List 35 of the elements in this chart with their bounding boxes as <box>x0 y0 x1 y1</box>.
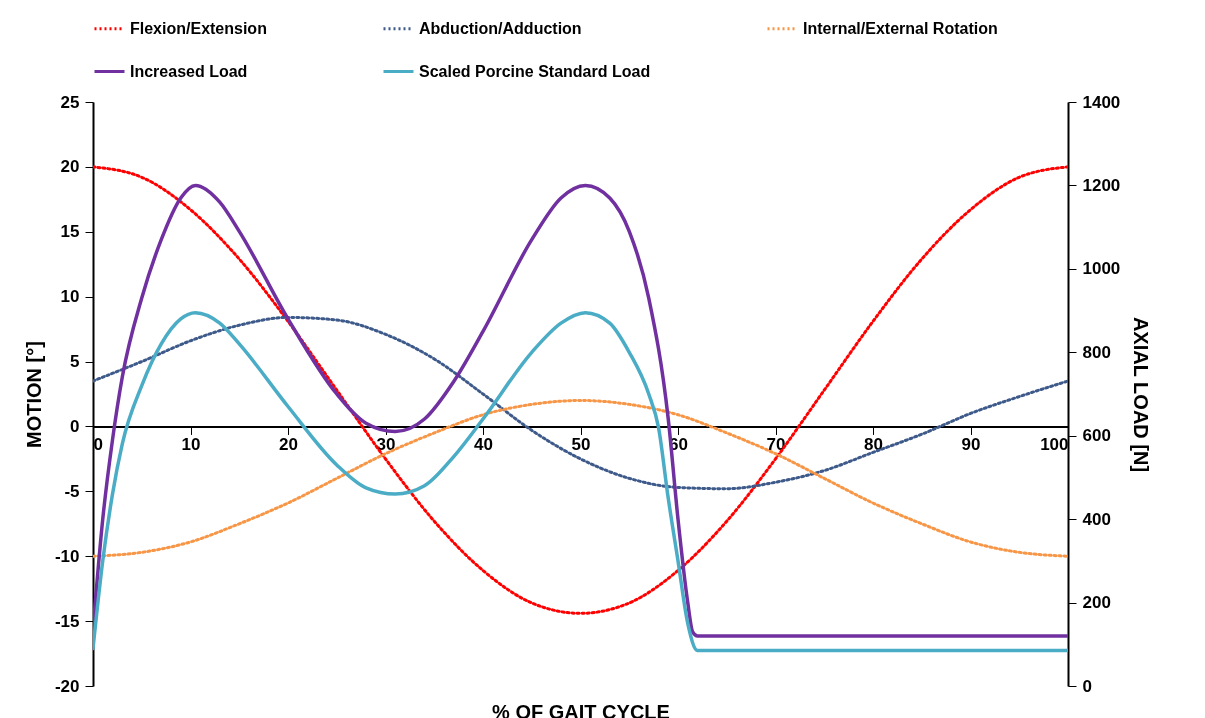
legend-label: Increased Load <box>130 62 248 80</box>
y-tick-label: -10 <box>54 546 80 566</box>
y-axis-title: MOTION [°] <box>22 341 45 448</box>
x-axis-title: % OF GAIT CYCLE <box>492 700 670 718</box>
x-tick-label: 20 <box>279 434 298 454</box>
y-tick-label: -15 <box>54 611 80 631</box>
x-tick-label: 90 <box>961 434 981 454</box>
legend-label: Scaled Porcine Standard Load <box>419 62 651 80</box>
x-tick-label: 50 <box>571 434 591 454</box>
x-tick-label: 10 <box>181 434 201 454</box>
y-tick-label: 5 <box>70 352 80 372</box>
y-tick-label: 20 <box>60 157 80 177</box>
y-tick-label: -5 <box>64 481 80 501</box>
y2-tick-label: 800 <box>1082 342 1111 362</box>
x-tick-label: 30 <box>376 434 396 454</box>
y-tick-label: -20 <box>54 676 80 696</box>
legend-label: Abduction/Adduction <box>419 19 582 37</box>
y2-tick-label: 1400 <box>1082 92 1121 112</box>
y-tick-label: 10 <box>60 287 80 307</box>
y2-tick-label: 600 <box>1082 426 1111 446</box>
y2-tick-label: 1000 <box>1082 259 1121 279</box>
y2-tick-label: 0 <box>1082 676 1092 696</box>
y2-tick-label: 400 <box>1082 509 1111 529</box>
y-tick-label: 0 <box>70 416 80 436</box>
y2-tick-label: 200 <box>1082 593 1111 613</box>
x-tick-label: 0 <box>93 434 103 454</box>
x-tick-label: 40 <box>474 434 493 454</box>
y2-axis-title: AXIAL LOAD [N] <box>1130 316 1153 473</box>
x-tick-label: 100 <box>1040 434 1069 454</box>
y-tick-label: 15 <box>60 222 80 242</box>
legend-label: Internal/External Rotation <box>803 19 998 37</box>
x-tick-label: 80 <box>864 434 883 454</box>
y2-tick-label: 1200 <box>1082 175 1121 195</box>
y-tick-label: 25 <box>60 92 80 112</box>
legend-label: Flexion/Extension <box>130 19 267 37</box>
